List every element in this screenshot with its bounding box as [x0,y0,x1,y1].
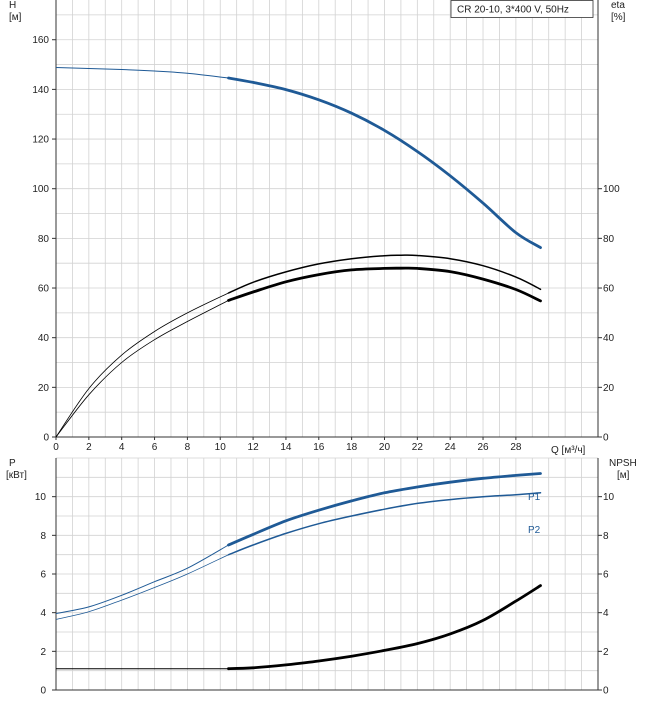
flow-tick-label: 18 [346,442,358,453]
head-axis-label: H [9,0,16,11]
npsh-tick-label: 4 [603,608,609,619]
power-tick-label: 8 [40,531,46,542]
flow-tick-label: 10 [215,442,227,453]
power-tick-label: 10 [35,492,47,503]
eta-tick-label: 0 [603,433,609,444]
top-grid [55,0,599,437]
eta-tick-label: 20 [603,383,615,394]
p2-label: P2 [528,525,541,536]
p1-label: P1 [528,492,541,503]
series-layer [55,67,542,671]
eta-upper-thin-curve [55,292,229,438]
head-tick-label: 160 [32,35,49,46]
eta-lower-curve [227,266,542,303]
head-tick-label: 40 [38,333,50,344]
flow-tick-label: 28 [510,442,522,453]
head-curve [227,76,542,249]
power-tick-label: 4 [40,608,46,619]
power-tick-label: 0 [40,686,46,697]
eta-upper-curve [227,254,542,294]
npsh-tick-label: 10 [603,492,615,503]
eta-axis-label: eta [611,0,625,11]
head-tick-label: 20 [38,383,50,394]
head-tick-label: 140 [32,85,49,96]
flow-tick-label: 14 [280,442,292,453]
flow-tick-label: 2 [86,442,92,453]
eta-axis-unit: [%] [611,12,626,23]
head-tick-label: 120 [32,135,49,146]
head-tick-label: 80 [38,234,50,245]
p2-thin-curve [55,554,229,620]
head-tick-label: 100 [32,184,49,195]
power-tick-label: 2 [40,647,46,658]
flow-tick-label: 0 [53,442,59,453]
flow-tick-label: 26 [477,442,489,453]
bottom-grid [55,457,599,690]
head-thin-curve [55,67,229,79]
p2-curve [227,492,542,556]
chart-title: CR 20-10, 3*400 V, 50Hz [457,5,569,16]
npsh-axis-label: NPSH [609,458,637,469]
flow-tick-label: 24 [445,442,457,453]
head-tick-label: 0 [43,433,49,444]
flow-tick-label: 20 [379,442,391,453]
eta-tick-label: 40 [603,333,615,344]
npsh-axis-unit: [м] [617,470,630,481]
npsh-tick-label: 8 [603,531,609,542]
npsh-tick-label: 2 [603,647,609,658]
flow-tick-label: 12 [248,442,260,453]
flow-tick-label: 22 [412,442,424,453]
flow-axis-label: Q [м³/ч] [551,445,586,456]
eta-lower-thin-curve [55,300,229,438]
eta-tick-label: 80 [603,234,615,245]
flow-tick-label: 8 [185,442,191,453]
p1-thin-curve [55,544,229,615]
flow-tick-label: 16 [313,442,325,453]
title-box [450,0,594,18]
npsh-curve [227,584,542,671]
flow-tick-label: 4 [119,442,125,453]
head-axis-unit: [м] [9,12,22,23]
power-axis-unit: [кВт] [6,470,27,481]
npsh-tick-label: 0 [603,686,609,697]
p1-curve [227,472,542,547]
power-tick-label: 6 [40,570,46,581]
power-axis-label: P [9,458,16,469]
flow-tick-label: 6 [152,442,158,453]
eta-tick-label: 60 [603,284,615,295]
head-tick-label: 60 [38,284,50,295]
npsh-tick-label: 6 [603,570,609,581]
eta-tick-label: 100 [603,184,620,195]
